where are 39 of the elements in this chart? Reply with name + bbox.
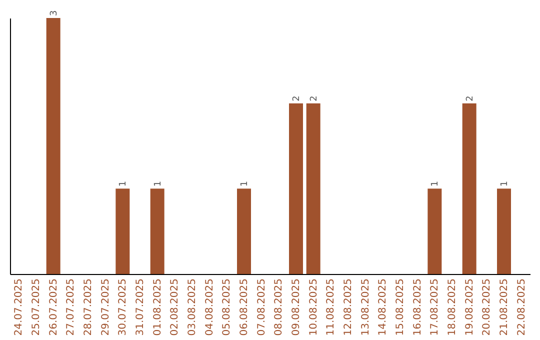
x-tick-label: 18.08.2025 bbox=[447, 278, 458, 336]
x-tick-label: 30.07.2025 bbox=[118, 278, 129, 336]
x-tick-label: 20.08.2025 bbox=[482, 278, 493, 336]
x-tick-label: 28.07.2025 bbox=[83, 278, 94, 336]
x-tick-label: 04.08.2025 bbox=[204, 278, 216, 336]
x-tick-label: 09.08.2025 bbox=[291, 278, 302, 336]
x-tick-label: 01.08.2025 bbox=[152, 278, 164, 336]
x-tick-label: 31.07.2025 bbox=[135, 278, 146, 336]
data-label: 1 bbox=[153, 180, 164, 187]
x-tick-label: 24.07.2025 bbox=[14, 278, 25, 336]
data-label: 1 bbox=[430, 180, 441, 187]
x-tick-label: 06.08.2025 bbox=[239, 278, 250, 336]
x-tick-label: 22.08.2025 bbox=[516, 278, 528, 336]
x-tick-label: 07.08.2025 bbox=[256, 278, 268, 336]
x-tick-label: 08.08.2025 bbox=[274, 278, 285, 336]
x-tick-label: 27.07.2025 bbox=[66, 278, 77, 336]
x-tick-label: 12.08.2025 bbox=[343, 278, 354, 336]
x-tick-label: 05.08.2025 bbox=[222, 278, 233, 336]
x-tick-label: 25.07.2025 bbox=[31, 278, 42, 336]
x-tick-label: 14.08.2025 bbox=[378, 278, 389, 336]
x-tick-label: 19.08.2025 bbox=[464, 278, 476, 336]
data-label: 2 bbox=[309, 96, 320, 102]
data-label: 3 bbox=[49, 10, 60, 16]
data-label: 1 bbox=[240, 180, 250, 187]
x-tick-label: 29.07.2025 bbox=[100, 278, 112, 336]
x-tick-label: 13.08.2025 bbox=[360, 278, 372, 336]
x-tick-label: 17.08.2025 bbox=[430, 278, 441, 336]
x-tick-label: 10.08.2025 bbox=[308, 278, 320, 336]
x-tick-label: 21.08.2025 bbox=[499, 278, 510, 336]
x-tick-label: 11.08.2025 bbox=[326, 278, 337, 336]
x-tick-label: 03.08.2025 bbox=[187, 278, 198, 336]
x-tick-label: 16.08.2025 bbox=[412, 278, 424, 336]
x-tick-label: 15.08.2025 bbox=[395, 278, 406, 336]
data-label: 2 bbox=[292, 96, 302, 102]
data-label: 2 bbox=[465, 96, 476, 102]
x-tick-label: 26.07.2025 bbox=[48, 278, 60, 336]
data-label: 1 bbox=[500, 180, 510, 187]
x-tick-label: 02.08.2025 bbox=[170, 278, 181, 336]
data-label: 1 bbox=[118, 180, 129, 187]
